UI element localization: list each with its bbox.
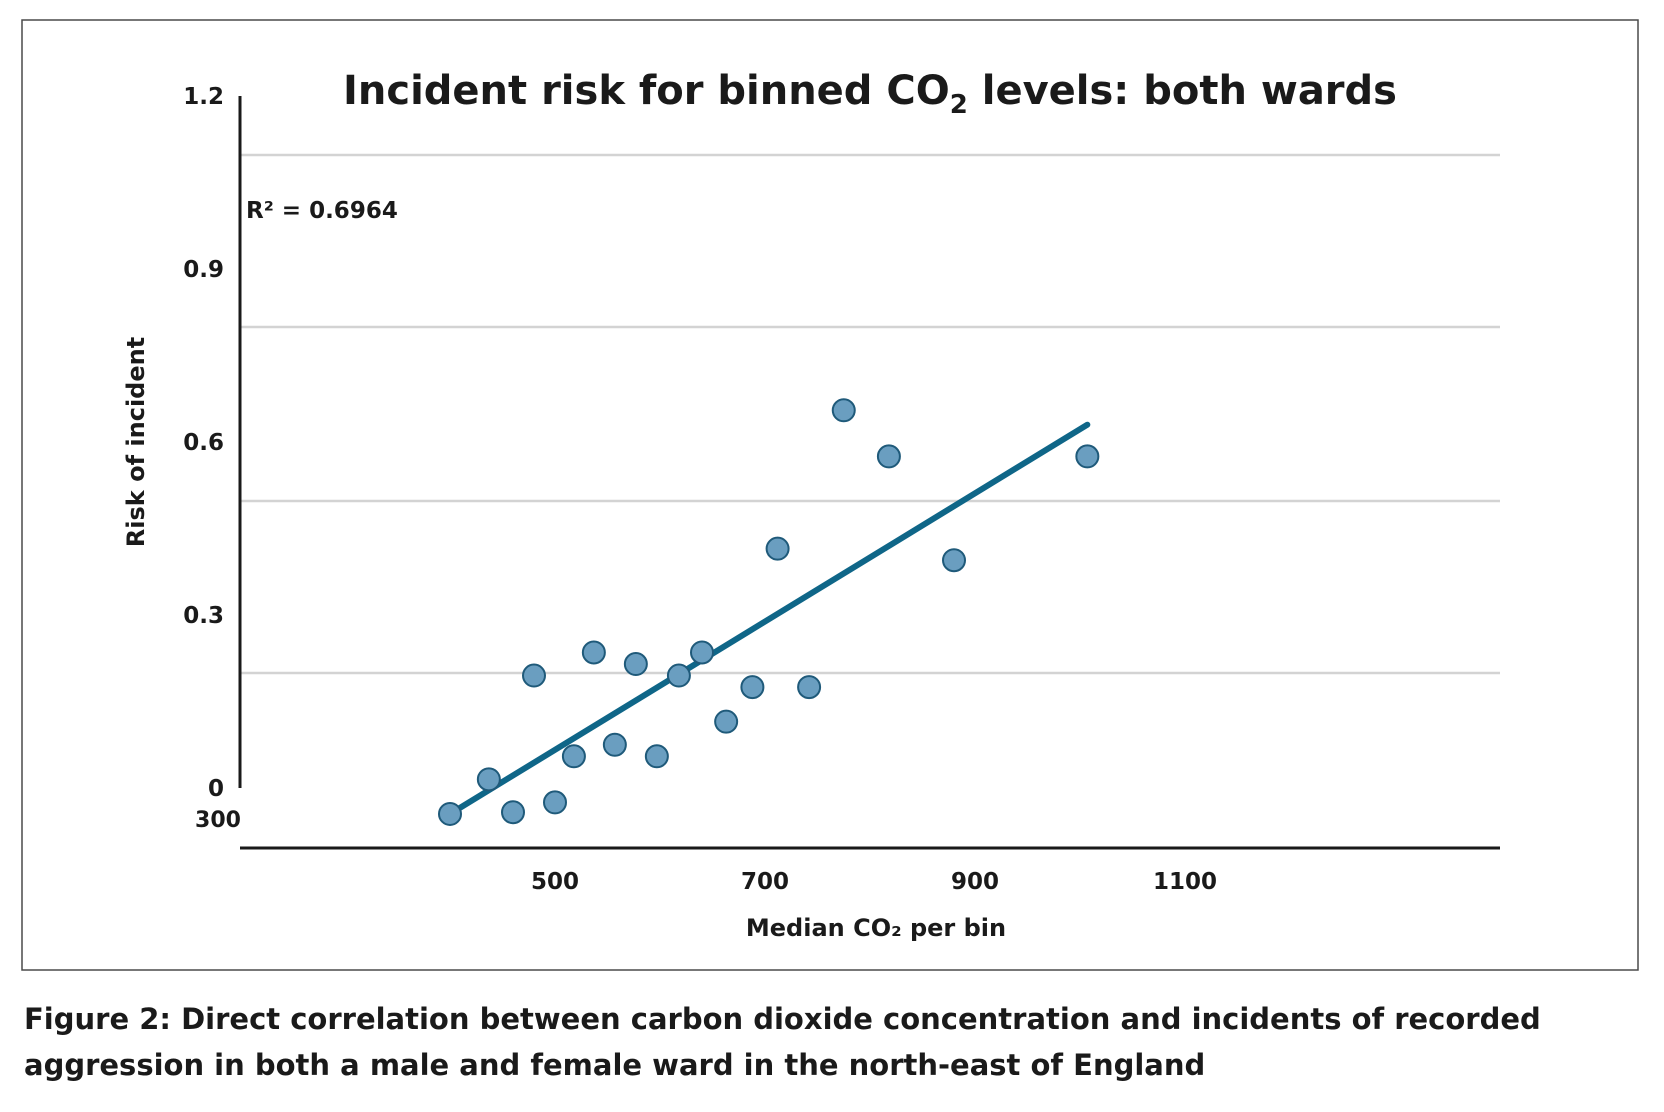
data-point bbox=[714, 709, 739, 734]
data-point bbox=[501, 800, 525, 825]
data-point bbox=[522, 663, 546, 688]
x-axis-label: Median CO₂ per bin bbox=[746, 914, 1006, 942]
caption-lead: Figure 2: bbox=[24, 1002, 171, 1036]
data-point bbox=[644, 744, 669, 769]
y-tick-label: 1.2 bbox=[183, 84, 224, 110]
y-axis-label: Risk of incident bbox=[122, 337, 150, 547]
gridlines bbox=[240, 153, 1500, 675]
data-points bbox=[438, 398, 1100, 826]
x-origin-tick-label: 300 bbox=[195, 808, 241, 833]
figure-caption: Figure 2: Direct correlation between car… bbox=[24, 996, 1624, 1088]
scatter-chart: Incident risk for binned CO2 levels: bot… bbox=[21, 19, 1639, 971]
chart-title: Incident risk for binned CO2 levels: bot… bbox=[343, 68, 1397, 120]
chart-figure: Incident risk for binned CO2 levels: bot… bbox=[21, 19, 1639, 971]
y-axis-ticks: 0 0.3 0.6 0.9 1.2 bbox=[183, 84, 224, 802]
data-point bbox=[476, 767, 501, 792]
data-point bbox=[831, 398, 856, 423]
data-point bbox=[876, 444, 901, 469]
data-point bbox=[765, 536, 790, 561]
x-tick-label: 500 bbox=[531, 869, 579, 895]
data-point bbox=[623, 652, 648, 677]
x-axis-ticks: 500 700 900 1100 bbox=[531, 869, 1217, 895]
y-tick-label: 0 bbox=[208, 776, 224, 802]
data-point bbox=[666, 663, 691, 688]
chart-border bbox=[21, 19, 1639, 971]
trend-line bbox=[447, 421, 1091, 817]
data-point bbox=[942, 548, 966, 573]
data-point bbox=[581, 640, 606, 665]
caption-text: Direct correlation between carbon dioxid… bbox=[24, 1002, 1541, 1082]
data-point bbox=[690, 640, 714, 665]
r-squared-annotation: R² = 0.6964 bbox=[246, 198, 398, 224]
data-point bbox=[797, 675, 822, 700]
data-point bbox=[602, 732, 627, 757]
x-tick-label: 1100 bbox=[1153, 869, 1217, 895]
data-point bbox=[438, 801, 462, 826]
x-tick-label: 900 bbox=[951, 869, 999, 895]
data-point bbox=[740, 675, 765, 700]
y-tick-label: 0.6 bbox=[183, 430, 224, 456]
data-point bbox=[1075, 444, 1100, 469]
x-tick-label: 700 bbox=[741, 869, 789, 895]
data-point bbox=[543, 790, 567, 815]
y-tick-label: 0.3 bbox=[183, 603, 224, 629]
y-tick-label: 0.9 bbox=[183, 257, 224, 283]
data-point bbox=[561, 744, 586, 769]
